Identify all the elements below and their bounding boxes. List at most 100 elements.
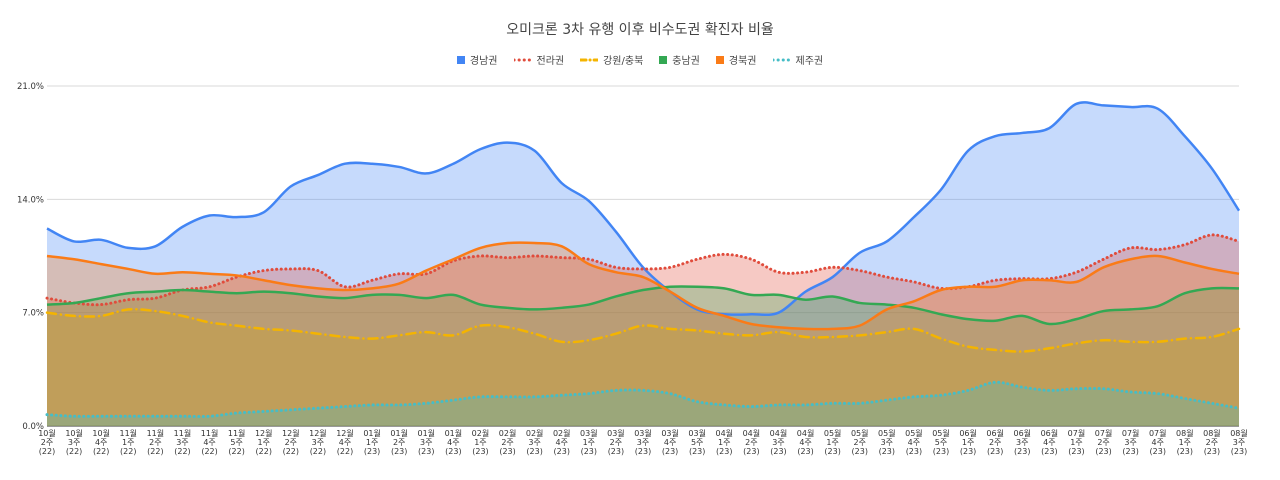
x-tick-line: (23): [554, 447, 570, 456]
x-tick-label: 05월 4주 (23): [905, 428, 923, 456]
x-tick-line: (23): [1122, 447, 1138, 456]
x-tick-line: 04월: [770, 428, 788, 438]
legend: 경남권 전라권 강원/충북 충남권 경북권 제주권: [0, 52, 1280, 67]
x-tick-line: 12월: [255, 428, 273, 438]
x-tick-label: 03월 4주 (23): [661, 428, 679, 456]
x-tick-line: 12월: [336, 428, 354, 438]
x-tick-line: 08월: [1176, 428, 1194, 438]
x-tick-line: 01월: [417, 428, 435, 438]
y-tick-label: 21.0%: [17, 82, 44, 92]
x-tick-line: 1주: [718, 438, 730, 447]
x-tick-label: 12월 1주 (22): [255, 428, 273, 456]
x-tick-label: 04월 3주 (23): [770, 428, 788, 456]
x-tick-line: 1주: [258, 438, 270, 447]
x-tick-line: 3주: [1016, 438, 1028, 447]
x-tick-label: 08월 2주 (23): [1203, 428, 1221, 456]
x-tick-line: (23): [852, 447, 868, 456]
x-tick-label: 03월 2주 (23): [607, 428, 625, 456]
legend-item[interactable]: 경남권: [456, 52, 498, 67]
x-tick-line: 4주: [447, 438, 459, 447]
legend-item[interactable]: 제주권: [771, 52, 824, 67]
x-tick-line: 2주: [285, 438, 297, 447]
x-tick-line: 4주: [908, 438, 920, 447]
x-tick-line: (23): [608, 447, 624, 456]
x-tick-line: (23): [987, 447, 1003, 456]
y-tick-label: 14.0%: [17, 195, 44, 205]
series-area: [47, 286, 1239, 426]
x-tick-line: (23): [581, 447, 597, 456]
x-tick-line: 05월: [824, 428, 842, 438]
x-tick-line: 06월: [986, 428, 1004, 438]
legend-label: 제주권: [795, 56, 824, 67]
chart-title: 오미크론 3차 유행 이후 비수도권 확진자 비율: [506, 22, 774, 38]
x-tick-line: 2주: [745, 438, 757, 447]
x-tick-line: (23): [1095, 447, 1111, 456]
x-tick-line: 1주: [826, 438, 838, 447]
x-tick-label: 03월 5주 (23): [688, 428, 706, 456]
x-tick-line: 1주: [1179, 438, 1191, 447]
x-tick-line: 2주: [989, 438, 1001, 447]
x-tick-label: 05월 1주 (23): [824, 428, 842, 456]
x-tick-line: 3주: [68, 438, 80, 447]
legend-item[interactable]: 전라권: [512, 52, 565, 67]
x-tick-line: 4주: [1152, 438, 1164, 447]
series-line: [45, 380, 1241, 419]
x-tick-label: 06월 3주 (23): [1013, 428, 1031, 456]
x-tick-line: 03월: [634, 428, 652, 438]
x-tick-line: 10월: [65, 428, 83, 438]
legend-item[interactable]: 충남권: [659, 52, 700, 67]
x-tick-line: 03월: [607, 428, 625, 438]
x-tick-line: 12월: [282, 428, 300, 438]
x-tick-line: 06월: [1013, 428, 1031, 438]
x-tick-line: 11월: [174, 428, 192, 438]
x-tick-label: 11월 5주 (22): [228, 428, 246, 456]
x-tick-line: 1주: [122, 438, 134, 447]
x-tick-label: 11월 2주 (22): [147, 428, 165, 456]
x-tick-line: (22): [337, 447, 353, 456]
x-tick-line: 1주: [583, 438, 595, 447]
x-tick-line: 03월: [580, 428, 598, 438]
x-tick-line: (23): [1177, 447, 1193, 456]
x-tick-label: 12월 4주 (22): [336, 428, 354, 456]
x-tick-label: 07월 2주 (23): [1095, 428, 1113, 456]
x-tick-label: 04월 1주 (23): [715, 428, 733, 456]
x-tick-line: 3주: [772, 438, 784, 447]
x-tick-label: 01월 4주 (23): [445, 428, 463, 456]
x-tick-line: (23): [716, 447, 732, 456]
x-tick-line: 1주: [366, 438, 378, 447]
x-tick-line: (23): [743, 447, 759, 456]
x-tick-line: (23): [689, 447, 705, 456]
x-tick-label: 07월 1주 (23): [1068, 428, 1086, 456]
x-tick-line: 2주: [1097, 438, 1109, 447]
x-tick-line: (23): [364, 447, 380, 456]
x-tick-line: 05월: [851, 428, 869, 438]
legend-item[interactable]: 경북권: [715, 52, 757, 67]
x-tick-line: 07월: [1068, 428, 1086, 438]
x-tick-label: 07월 3주 (23): [1122, 428, 1140, 456]
x-tick-line: (22): [201, 447, 217, 456]
x-tick-line: 11월: [228, 428, 246, 438]
x-tick-label: 05월 3주 (23): [878, 428, 896, 456]
legend-label: 강원/충북: [603, 56, 644, 67]
x-tick-label: 04월 2주 (23): [743, 428, 761, 456]
legend-swatch: [715, 55, 724, 64]
x-tick-line: (23): [824, 447, 840, 456]
legend-item[interactable]: 강원/충북: [578, 52, 644, 67]
x-tick-line: (23): [526, 447, 542, 456]
x-tick-line: (23): [1150, 447, 1166, 456]
x-tick-label: 02월 4주 (23): [553, 428, 571, 456]
x-tick-line: 02월: [472, 428, 490, 438]
x-tick-line: 08월: [1230, 428, 1248, 438]
x-tick-line: 3주: [420, 438, 432, 447]
x-tick-line: (22): [147, 447, 163, 456]
x-tick-line: (22): [120, 447, 136, 456]
x-tick-line: (23): [933, 447, 949, 456]
legend-label: 전라권: [536, 56, 565, 67]
x-tick-label: 03월 1주 (23): [580, 428, 598, 456]
x-tick-line: 3주: [312, 438, 324, 447]
x-tick-line: 3주: [1124, 438, 1136, 447]
x-tick-line: (23): [662, 447, 678, 456]
x-tick-line: 02월: [553, 428, 571, 438]
x-tick-line: 1주: [962, 438, 974, 447]
